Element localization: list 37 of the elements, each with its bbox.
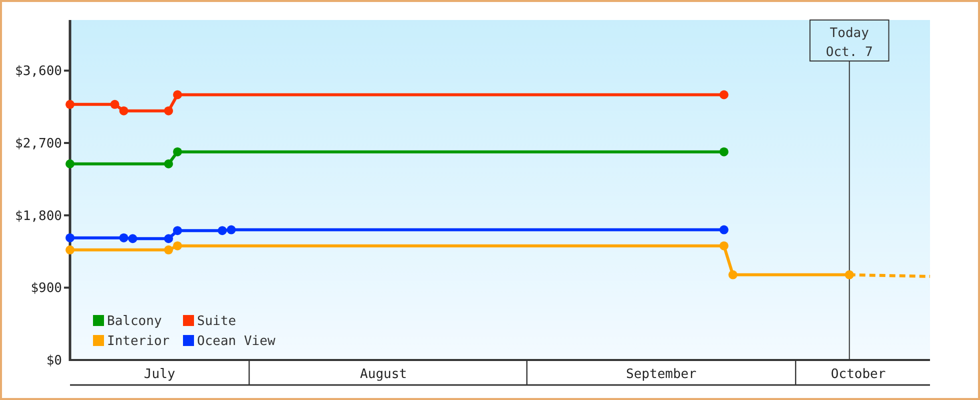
point [164,245,174,254]
point [128,234,138,244]
point [119,106,128,116]
point [110,100,120,109]
point [66,159,74,168]
ref-line-label: Today Oct. 7 [826,26,873,60]
point [173,147,182,156]
point [719,147,728,156]
point [218,226,227,236]
x-tick-label: July [144,367,176,382]
point [66,233,74,242]
y-tick-label: $1,800 [15,208,62,224]
y-tick-label: $3,600 [15,64,62,80]
legend-label: Suite [197,314,236,329]
point [164,159,174,168]
y-tick-label: $2,700 [15,136,62,152]
point [66,245,74,254]
x-tick-label: September [626,367,697,382]
legend-label: Ocean View [197,334,276,349]
point [173,226,182,236]
point [728,270,738,280]
legend-label: Balcony [107,314,162,329]
point [66,100,74,109]
x-tick-label: August [360,367,408,382]
point [173,90,182,100]
point [719,241,728,250]
y-tick-label: $900 [30,281,62,296]
point [164,234,174,244]
y-tick-label: $0 [46,354,62,368]
point [719,225,728,234]
point [164,106,174,116]
point [119,233,128,242]
point [173,241,182,250]
x-tick-label: October [830,367,886,382]
legend-label: Interior [107,334,170,349]
point [226,225,236,234]
point [719,90,728,100]
